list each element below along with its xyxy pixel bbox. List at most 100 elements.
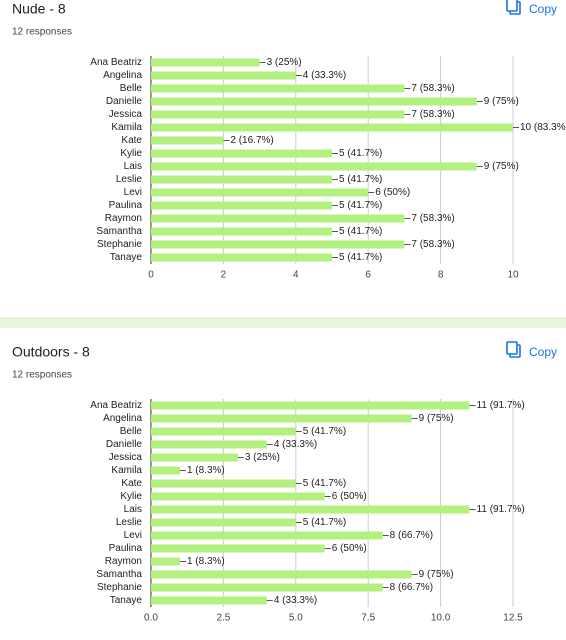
value-label: 5 (41.7%) [339,226,382,237]
chart-title: Nude - 8 [12,1,66,17]
copy-icon[interactable] [506,0,518,12]
x-tick-label: 2.5 [216,613,230,624]
bar [151,71,296,80]
value-label: 4 (33.3%) [274,439,317,450]
bar [151,453,238,462]
copy-button[interactable]: Copy [529,2,557,16]
x-tick-label: 5.0 [289,613,303,624]
category-label: Paulina [109,543,143,554]
bar [151,492,325,501]
x-tick-label: 2 [221,270,227,281]
value-label: 11 (91.7%) [477,504,525,515]
bar [151,84,405,93]
value-label: 4 (33.3%) [303,70,346,81]
category-label: Paulina [109,200,143,211]
value-label: 1 (8.3%) [187,556,225,567]
category-label: Danielle [106,96,143,107]
category-label: Lais [124,504,142,515]
category-label: Belle [120,83,143,94]
x-tick-label: 0 [148,270,154,281]
category-label: Leslie [116,517,143,528]
bar [151,123,513,132]
copy-icon[interactable] [506,341,518,355]
category-label: Angelina [103,413,142,424]
bar [151,557,180,566]
category-label: Levi [124,530,142,541]
bar [151,58,260,67]
category-label: Danielle [106,439,143,450]
bar [151,414,412,423]
x-tick-label: 6 [365,270,371,281]
chart-title: Outdoors - 8 [12,344,90,360]
bar [151,149,332,158]
value-label: 7 (58.3%) [411,83,454,94]
bar [151,97,477,106]
bar [151,214,405,223]
bar [151,427,296,436]
value-label: 5 (41.7%) [303,517,346,528]
bar [151,518,296,527]
category-label: Kamila [111,122,142,133]
bar [151,175,332,184]
x-tick-label: 7.5 [361,613,375,624]
value-label: 5 (41.7%) [339,148,382,159]
x-tick-label: 0.0 [144,613,158,624]
separator [0,318,566,328]
value-label: 6 (50%) [332,543,367,554]
value-label: 9 (75%) [419,569,454,580]
category-label: Kamila [111,465,142,476]
value-label: 10 (83.3%) [520,122,566,133]
value-label: 5 (41.7%) [339,174,382,185]
value-label: 9 (75%) [484,96,519,107]
category-label: Samantha [96,569,142,580]
category-label: Kylie [120,148,142,159]
value-label: 5 (41.7%) [303,478,346,489]
bar [151,188,369,197]
category-label: Stephanie [97,239,142,250]
category-label: Tanaye [110,595,143,606]
value-label: 7 (58.3%) [411,213,454,224]
value-label: 2 (16.7%) [230,135,273,146]
value-label: 11 (91.7%) [477,400,525,411]
bar [151,253,332,262]
bar [151,227,332,236]
category-label: Raymon [105,213,142,224]
category-label: Kylie [120,491,142,502]
value-label: 9 (75%) [419,413,454,424]
category-label: Samantha [96,226,142,237]
category-label: Ana Beatriz [90,57,142,68]
response-count: 12 responses [12,27,72,38]
category-label: Lais [124,161,142,172]
value-label: 5 (41.7%) [339,252,382,263]
value-label: 9 (75%) [484,161,519,172]
value-label: 4 (33.3%) [274,595,317,606]
bar [151,201,332,210]
bar [151,466,180,475]
bar [151,136,224,145]
value-label: 6 (50%) [332,491,367,502]
bar [151,110,405,119]
bar [151,544,325,553]
value-label: 7 (58.3%) [411,109,454,120]
category-label: Belle [120,426,143,437]
category-label: Leslie [116,174,143,185]
category-label: Ana Beatriz [90,400,142,411]
value-label: 1 (8.3%) [187,465,225,476]
bar [151,479,296,488]
category-label: Kate [121,135,142,146]
bar [151,583,383,592]
value-label: 3 (25%) [245,452,280,463]
category-label: Jessica [109,452,143,463]
value-label: 7 (58.3%) [411,239,454,250]
bar [151,240,405,249]
bar [151,440,267,449]
value-label: 3 (25%) [267,57,302,68]
bar [151,596,267,605]
bar [151,162,477,171]
category-label: Levi [124,187,142,198]
category-label: Stephanie [97,582,142,593]
category-label: Kate [121,478,142,489]
copy-button[interactable]: Copy [529,345,557,359]
